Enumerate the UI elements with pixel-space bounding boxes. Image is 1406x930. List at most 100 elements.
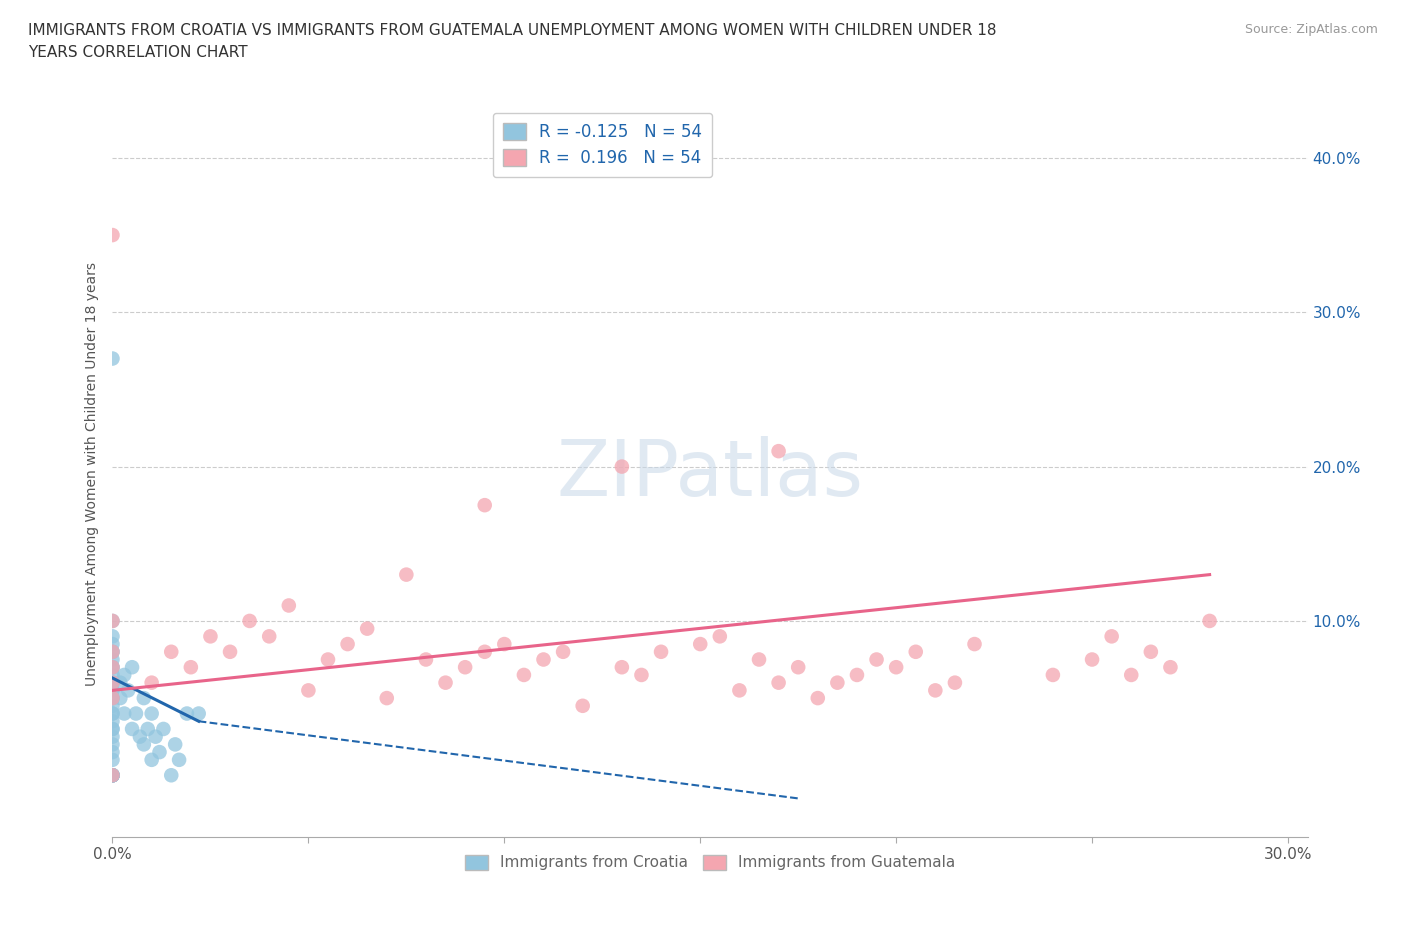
- Text: ZIPatlas: ZIPatlas: [557, 436, 863, 512]
- Point: [101, 768, 124, 783]
- Point: [219, 644, 242, 659]
- Point: [101, 729, 124, 744]
- Point: [610, 659, 633, 674]
- Point: [101, 652, 124, 667]
- Point: [112, 706, 135, 721]
- Point: [277, 598, 299, 613]
- Point: [101, 675, 124, 690]
- Point: [148, 745, 170, 760]
- Point: [101, 768, 124, 783]
- Point: [141, 706, 163, 721]
- Point: [434, 675, 457, 690]
- Point: [101, 668, 124, 683]
- Point: [101, 675, 124, 690]
- Point: [846, 668, 869, 683]
- Point: [101, 706, 124, 721]
- Point: [180, 659, 202, 674]
- Point: [101, 691, 124, 706]
- Point: [101, 659, 124, 674]
- Point: [316, 652, 339, 667]
- Point: [101, 706, 124, 721]
- Point: [533, 652, 555, 667]
- Point: [101, 768, 124, 783]
- Point: [101, 644, 124, 659]
- Point: [297, 683, 319, 698]
- Point: [101, 768, 124, 783]
- Point: [571, 698, 593, 713]
- Point: [356, 621, 378, 636]
- Point: [728, 683, 751, 698]
- Point: [101, 629, 124, 644]
- Point: [257, 629, 280, 644]
- Point: [121, 722, 143, 737]
- Point: [132, 737, 155, 751]
- Point: [176, 706, 198, 721]
- Y-axis label: Unemployment Among Women with Children Under 18 years: Unemployment Among Women with Children U…: [86, 262, 100, 686]
- Point: [101, 714, 124, 729]
- Point: [943, 675, 966, 690]
- Point: [152, 722, 174, 737]
- Point: [551, 644, 574, 659]
- Text: IMMIGRANTS FROM CROATIA VS IMMIGRANTS FROM GUATEMALA UNEMPLOYMENT AMONG WOMEN WI: IMMIGRANTS FROM CROATIA VS IMMIGRANTS FR…: [28, 23, 997, 60]
- Point: [101, 644, 124, 659]
- Point: [101, 228, 124, 243]
- Point: [141, 675, 163, 690]
- Point: [494, 637, 516, 652]
- Point: [167, 752, 190, 767]
- Point: [101, 768, 124, 783]
- Point: [101, 637, 124, 652]
- Point: [884, 659, 907, 674]
- Point: [101, 745, 124, 760]
- Point: [101, 768, 124, 783]
- Point: [650, 644, 672, 659]
- Point: [165, 737, 187, 751]
- Point: [101, 659, 124, 674]
- Point: [1042, 668, 1064, 683]
- Point: [865, 652, 887, 667]
- Point: [787, 659, 810, 674]
- Point: [415, 652, 437, 667]
- Point: [129, 729, 152, 744]
- Point: [160, 768, 183, 783]
- Point: [474, 644, 496, 659]
- Point: [101, 691, 124, 706]
- Point: [1081, 652, 1104, 667]
- Point: [474, 498, 496, 512]
- Point: [110, 675, 132, 690]
- Point: [110, 691, 132, 706]
- Point: [768, 675, 790, 690]
- Point: [101, 737, 124, 751]
- Point: [121, 659, 143, 674]
- Point: [125, 706, 148, 721]
- Point: [336, 637, 359, 652]
- Point: [1198, 614, 1220, 629]
- Point: [1159, 659, 1181, 674]
- Point: [101, 722, 124, 737]
- Point: [904, 644, 927, 659]
- Point: [101, 698, 124, 713]
- Point: [117, 683, 139, 698]
- Point: [239, 614, 262, 629]
- Point: [187, 706, 209, 721]
- Point: [145, 729, 167, 744]
- Point: [1121, 668, 1143, 683]
- Point: [101, 644, 124, 659]
- Point: [101, 768, 124, 783]
- Legend: Immigrants from Croatia, Immigrants from Guatemala: Immigrants from Croatia, Immigrants from…: [458, 849, 962, 876]
- Point: [1140, 644, 1163, 659]
- Point: [610, 459, 633, 474]
- Point: [963, 637, 986, 652]
- Point: [141, 752, 163, 767]
- Point: [101, 752, 124, 767]
- Point: [827, 675, 849, 690]
- Point: [630, 668, 652, 683]
- Point: [709, 629, 731, 644]
- Point: [375, 691, 398, 706]
- Point: [513, 668, 536, 683]
- Point: [112, 668, 135, 683]
- Point: [807, 691, 830, 706]
- Point: [101, 722, 124, 737]
- Point: [924, 683, 946, 698]
- Point: [101, 683, 124, 698]
- Point: [101, 614, 124, 629]
